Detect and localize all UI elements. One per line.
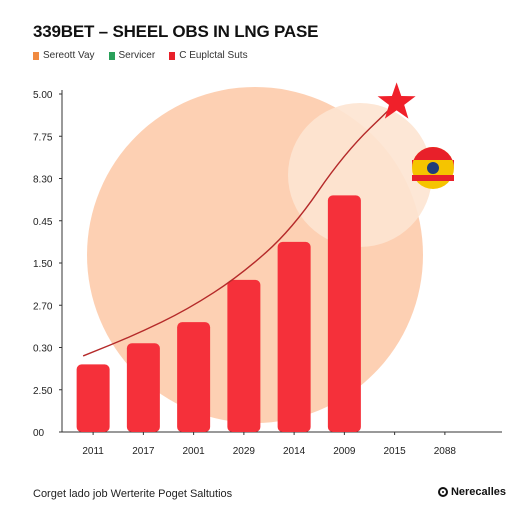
flag-emblem <box>427 162 439 174</box>
x-tick-label: 2011 <box>82 446 104 457</box>
chart-legend: Sereott Vay Servicer C Euplctal Suts <box>33 50 248 61</box>
x-tick-label: 2029 <box>233 446 256 457</box>
x-tick-label: 2088 <box>434 446 457 457</box>
y-tick-label: 5.00 <box>33 90 53 101</box>
brand-logo-icon <box>437 487 448 497</box>
footer-brand-label: Nerecalles <box>450 486 506 498</box>
bar <box>277 241 311 432</box>
bar <box>227 279 261 432</box>
legend-label-1: Sereott Vay <box>43 50 95 61</box>
y-tick-label: 00 <box>33 428 45 439</box>
backdrop-highlight <box>288 103 432 247</box>
y-tick-label: 8.30 <box>33 175 53 186</box>
x-tick-label: 2009 <box>333 446 356 457</box>
y-tick-label: 7.75 <box>33 132 53 143</box>
x-tick-label: 2014 <box>283 446 306 457</box>
y-tick-label: 1.50 <box>33 259 53 270</box>
footer-brand: Nerecalles <box>437 486 506 498</box>
legend-label-3: C Euplctal Suts <box>179 50 248 61</box>
bar <box>327 195 361 432</box>
legend-swatch-1 <box>33 51 39 60</box>
x-tick-label: 2017 <box>132 446 155 457</box>
y-tick-label: 2.50 <box>33 386 53 397</box>
y-tick-label: 0.45 <box>33 217 53 228</box>
legend-label-2: Servicer <box>118 50 156 61</box>
chart-title: 339BET – SHEEL OBS IN LNG PASE <box>33 22 319 41</box>
legend-swatch-3 <box>169 51 176 60</box>
star-icon <box>377 82 416 119</box>
y-tick-label: 2.70 <box>33 301 53 312</box>
bar <box>76 364 110 432</box>
trend-line <box>82 101 398 357</box>
x-tick-label: 2001 <box>183 446 206 457</box>
footer-caption: Corget lado job Werterite Poget Saltutio… <box>33 488 233 500</box>
y-tick-label: 0.30 <box>33 344 53 355</box>
flag-stripe-top <box>412 147 454 168</box>
bar <box>126 343 160 432</box>
legend-swatch-2 <box>108 51 115 60</box>
flag-stripe-bottom <box>412 175 454 181</box>
x-tick-label: 2015 <box>384 446 407 457</box>
bar <box>177 322 211 432</box>
